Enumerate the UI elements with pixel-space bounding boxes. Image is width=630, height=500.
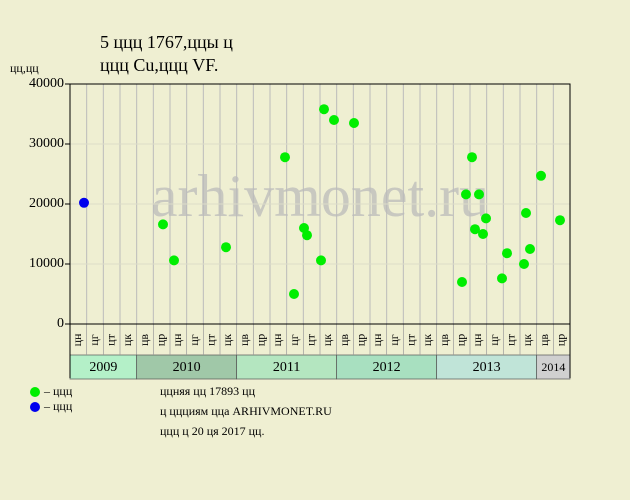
legend-marker — [30, 402, 40, 412]
note: ццняя цц 17893 цц — [160, 384, 256, 398]
month-label: цв — [537, 334, 551, 346]
month-label: цк — [420, 334, 434, 346]
data-point — [461, 189, 471, 200]
month-label: цг — [187, 334, 201, 345]
y-axis-label: цц,цц — [10, 61, 39, 75]
note: ц ццциям цца ARHIVMONET.RU — [160, 404, 332, 418]
month-label: цк — [120, 334, 134, 346]
month-label: цг — [87, 334, 101, 345]
month-label: цр — [253, 334, 267, 346]
month-label: цр — [553, 334, 567, 346]
year-band — [136, 354, 238, 380]
data-point — [467, 152, 477, 163]
month-label: цг — [387, 334, 401, 345]
month-label: цр — [453, 334, 467, 346]
data-point — [169, 255, 179, 266]
month-label: цн — [470, 333, 484, 346]
month-label: цг — [487, 334, 501, 345]
y-tick-label: 0 — [57, 316, 64, 331]
data-point — [519, 259, 529, 269]
chart-title: 5 ццц 1767,ццы ц — [100, 32, 233, 52]
data-point — [316, 255, 326, 266]
legend-label: – ццц — [43, 384, 73, 398]
year-band — [336, 354, 438, 380]
month-label: цр — [353, 334, 367, 346]
month-label: цт — [103, 333, 117, 345]
data-point — [302, 230, 312, 241]
month-label: цн — [270, 333, 284, 346]
month-label: цт — [403, 333, 417, 345]
y-tick-label: 10000 — [29, 256, 64, 271]
year-label: 2014 — [541, 360, 565, 374]
data-point — [280, 152, 290, 163]
month-label: цв — [237, 334, 251, 346]
y-tick-label: 20000 — [29, 196, 64, 211]
data-point — [319, 104, 329, 115]
year-label: 2012 — [373, 360, 401, 375]
year-label: 2011 — [273, 360, 300, 375]
data-point — [329, 115, 339, 125]
year-band — [536, 354, 571, 380]
legend-label: – ццц — [43, 399, 73, 413]
y-tick-label: 40000 — [29, 76, 64, 91]
month-label: цв — [137, 334, 151, 346]
month-label: цк — [220, 334, 234, 346]
y-tick-label: 30000 — [29, 136, 64, 151]
year-label: 2013 — [473, 360, 501, 375]
data-point — [481, 213, 491, 224]
data-point — [158, 219, 168, 230]
year-label: 2010 — [173, 360, 201, 375]
data-point — [457, 277, 467, 287]
data-point — [497, 273, 507, 284]
month-label: цв — [437, 334, 451, 346]
month-label: цн — [370, 333, 384, 346]
month-label: цн — [70, 333, 84, 346]
data-point — [349, 118, 359, 128]
note: ццц ц 20 ця 2017 цц. — [160, 424, 264, 438]
data-point — [474, 189, 484, 200]
data-point — [555, 215, 565, 226]
legend-marker — [30, 387, 40, 397]
month-label: цг — [287, 334, 301, 345]
chart-subtitle: ццц Cu,ццц VF. — [100, 55, 218, 75]
month-label: цт — [203, 333, 217, 345]
data-point — [525, 244, 535, 254]
month-label: цк — [320, 334, 334, 346]
data-point — [79, 197, 89, 208]
month-label: цт — [303, 333, 317, 345]
data-point — [502, 248, 512, 259]
year-label: 2009 — [89, 360, 117, 375]
month-label: цт — [503, 333, 517, 345]
month-label: цн — [170, 333, 184, 346]
month-label: цв — [337, 334, 351, 346]
month-label: цк — [520, 334, 534, 346]
data-point — [536, 170, 546, 181]
data-point — [221, 242, 231, 253]
data-point — [289, 289, 299, 299]
data-point — [521, 208, 531, 218]
month-label: цр — [153, 334, 167, 346]
year-band — [69, 354, 138, 380]
data-point — [470, 224, 480, 235]
year-band — [236, 354, 338, 380]
data-point — [478, 229, 488, 239]
